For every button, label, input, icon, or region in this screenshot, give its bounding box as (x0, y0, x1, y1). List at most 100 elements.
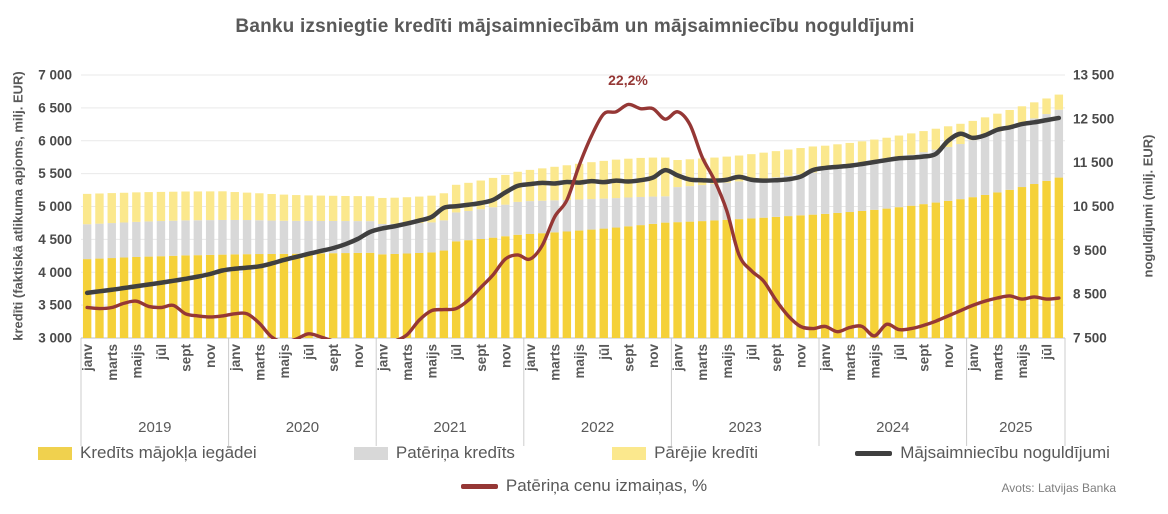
legend-item-row2-0: Patēriņa cenu izmaiņas, % (460, 476, 708, 496)
gridlines (81, 74, 1065, 339)
bar-2024-03 (845, 142, 854, 338)
bar-2025-01 (968, 120, 977, 338)
svg-text:9 500: 9 500 (1073, 243, 1107, 258)
month-tick: marts (990, 344, 1005, 381)
bar-2024-12 (956, 123, 965, 338)
bar-2024-02 (833, 144, 842, 338)
bar-2020-05 (279, 194, 289, 338)
month-tick: janv (818, 344, 833, 373)
month-tick: marts (843, 344, 858, 381)
bar-2023-08 (759, 152, 768, 338)
bar-2019-12 (218, 191, 227, 338)
bar-2024-11 (943, 126, 953, 338)
year-label: 2024 (876, 419, 909, 436)
bar-2025-05 (1017, 106, 1027, 338)
right-axis-ticks: 13 500 12 500 11 500 10 500 9 500 8 500 7 500 (1073, 68, 1114, 346)
month-tick: maijs (720, 344, 735, 379)
month-tick: maijs (277, 344, 292, 379)
month-tick: marts (695, 344, 710, 381)
bar-2025-02 (980, 117, 990, 338)
svg-text:7 500: 7 500 (1073, 331, 1107, 346)
legend-swatch-icon (38, 446, 72, 460)
year-label: 2025 (999, 419, 1032, 436)
svg-text:4 500: 4 500 (38, 232, 72, 247)
svg-text:10 500: 10 500 (1073, 199, 1114, 214)
legend-item-row1-1: Patēriņa kredīts (353, 443, 515, 463)
svg-text:5 500: 5 500 (38, 166, 72, 181)
bar-2024-06 (882, 137, 891, 338)
bar-2022-02 (538, 168, 547, 338)
bar-2022-12 (661, 157, 670, 338)
svg-text:3 000: 3 000 (38, 331, 72, 346)
month-tick: maijs (129, 344, 144, 379)
month-tick: nov (203, 344, 218, 368)
bar-2022-03 (550, 166, 559, 338)
svg-text:13 500: 13 500 (1073, 68, 1114, 83)
month-tick: janv (228, 344, 243, 373)
month-tick: nov (794, 344, 809, 368)
bar-2025-03 (993, 113, 1002, 338)
bar-2024-10 (931, 128, 941, 338)
month-tick: sept (621, 344, 636, 372)
bar-2025-06 (1030, 102, 1039, 338)
bar-2022-09 (624, 158, 633, 338)
month-tick: jūl (449, 344, 464, 361)
month-tick: sept (474, 344, 489, 372)
bar-2021-05 (427, 195, 436, 338)
legend-label: Mājsaimniecību noguldījumi (900, 443, 1110, 462)
bar-2025-08 (1054, 94, 1064, 338)
bar-2023-11 (796, 148, 805, 338)
month-tick: sept (917, 344, 932, 372)
bar-2023-12 (808, 146, 818, 338)
month-tick: janv (671, 344, 686, 373)
bar-2019-08 (169, 191, 178, 338)
bar-2020-02 (242, 192, 252, 338)
legend-item-row1-2: Pārējie kredīti (612, 443, 758, 463)
bar-2025-04 (1005, 109, 1014, 338)
legend-label: Patēriņa kredīts (395, 443, 515, 462)
month-tick: maijs (572, 344, 587, 379)
bar-2025-07 (1042, 98, 1051, 338)
bar-2021-11 (501, 174, 510, 338)
bar-2019-10 (193, 191, 203, 338)
bar-2021-07 (451, 184, 461, 338)
bar-2019-04 (119, 192, 129, 338)
bar-2020-12 (365, 196, 375, 338)
year-label: 2021 (433, 419, 466, 436)
bar-2020-08 (316, 195, 326, 338)
bar-2024-04 (857, 141, 867, 338)
bar-2019-03 (107, 193, 116, 338)
month-tick: jūl (302, 344, 317, 361)
bar-2020-01 (230, 192, 239, 338)
legend-item-row1-0: Kredīts mājokļa iegādei (38, 443, 257, 463)
legend-label: Patēriņa cenu izmaiņas, % (505, 476, 708, 495)
month-tick: jūl (1040, 344, 1055, 361)
legend-row-1: Kredīts mājokļa iegādei Patēriņa kredīts P… (0, 443, 1168, 463)
bar-2020-10 (341, 195, 350, 338)
month-tick: sept (326, 344, 341, 372)
year-label: 2019 (138, 419, 171, 436)
bar-2023-05 (722, 156, 731, 338)
bar-2022-11 (648, 157, 658, 338)
month-tick: jūl (744, 344, 759, 361)
month-tick: maijs (1015, 344, 1030, 379)
legend-line-icon (460, 483, 498, 489)
legend-label: Kredīts mājokļa iegādei (80, 443, 257, 462)
month-tick: jūl (892, 344, 907, 361)
svg-text:4 000: 4 000 (38, 265, 72, 280)
bar-2020-04 (267, 194, 276, 338)
right-axis-title: noguldījumi (milj. EUR) (1140, 134, 1156, 278)
peak-annotation: 22,2% (608, 72, 648, 88)
bar-2021-08 (464, 182, 473, 338)
legend-swatch-icon (612, 446, 647, 460)
svg-text:6 500: 6 500 (38, 100, 72, 115)
bar-2020-03 (255, 193, 264, 338)
svg-text:5 000: 5 000 (38, 199, 72, 214)
legend-line-icon (855, 450, 893, 456)
month-tick: marts (400, 344, 415, 381)
month-tick: janv (375, 344, 390, 373)
svg-text:11 500: 11 500 (1073, 155, 1114, 170)
bar-2022-10 (636, 157, 645, 338)
bar-2023-06 (734, 155, 744, 338)
